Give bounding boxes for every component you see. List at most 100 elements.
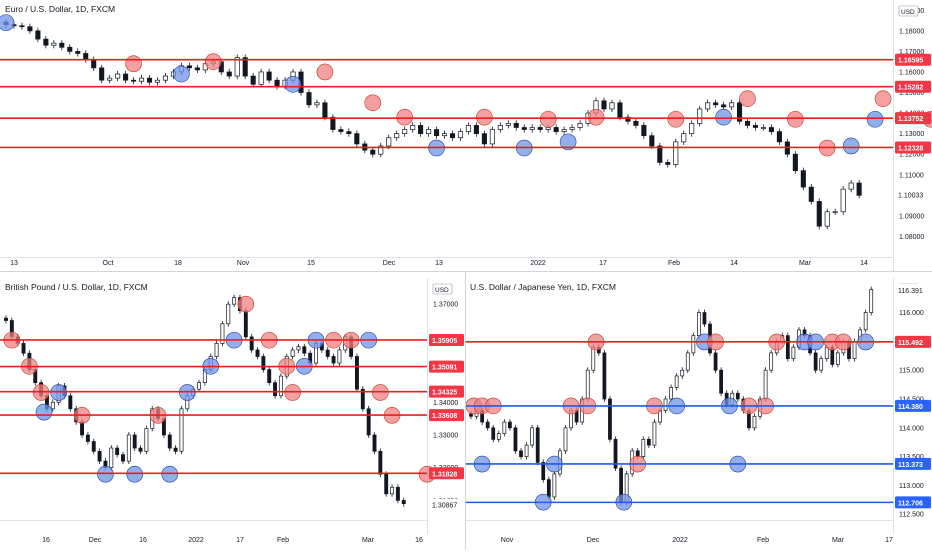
candle-up — [386, 137, 392, 147]
candle-down — [21, 343, 26, 354]
y-tick-label: 1.12000 — [899, 152, 924, 159]
candle-up — [669, 387, 673, 400]
candle-down — [325, 349, 330, 357]
candle-up — [563, 427, 568, 452]
candle-down — [99, 67, 105, 81]
candle-up — [139, 77, 145, 82]
highlight-circle-blue — [35, 403, 53, 421]
x-tick-label: 16 — [139, 537, 147, 544]
level-price-tag — [895, 80, 931, 93]
candle-down — [752, 125, 759, 128]
candle-down — [83, 53, 89, 60]
candle-up — [791, 346, 796, 360]
chart-title: U.S. Dollar / Japanese Yen, 1D, FXCM — [470, 282, 616, 292]
candle-up — [760, 127, 766, 129]
x-tick-label: Dec — [383, 260, 396, 267]
candle-down — [395, 486, 400, 501]
candle-up — [144, 428, 149, 452]
highlight-circle-blue — [842, 137, 860, 155]
candle-up — [179, 408, 184, 452]
currency-label: USD — [435, 287, 449, 294]
candle-down — [43, 38, 49, 46]
candle-down — [513, 427, 518, 452]
x-tick-label: 15 — [307, 260, 315, 267]
candle-up — [609, 102, 615, 110]
candle-up — [673, 141, 679, 165]
level-price-tag — [895, 112, 931, 125]
highlight-circle-red — [364, 94, 382, 112]
candle-down — [617, 102, 623, 118]
candle-up — [869, 289, 874, 313]
candle-down — [768, 127, 774, 132]
candle-up — [496, 433, 501, 440]
level-price-tag — [429, 467, 464, 480]
candle-up — [561, 129, 567, 132]
highlight-circle-blue — [179, 384, 196, 401]
candle-up — [852, 341, 857, 360]
candle-down — [186, 65, 192, 69]
candle-down — [249, 336, 254, 351]
level-price-tag — [895, 496, 931, 509]
candle-down — [641, 125, 647, 137]
last-price-label: 1.10033 — [898, 193, 923, 200]
currency-badge — [432, 283, 453, 295]
gbpusd-chart[interactable]: 1.370001.360001.350001.340001.330001.320… — [0, 278, 464, 544]
candle-down — [541, 462, 546, 481]
candle-down — [138, 447, 143, 452]
level-price-tag — [429, 333, 464, 346]
highlight-circle-red — [284, 384, 301, 401]
x-tick-label: Feb — [757, 537, 769, 544]
candle-down — [27, 26, 33, 32]
candle-down — [97, 450, 102, 462]
candle-up — [663, 398, 668, 411]
level-price-label: 1.13752 — [898, 116, 923, 123]
candle-down — [273, 382, 278, 397]
candle-down — [242, 57, 248, 77]
candle-down — [85, 434, 90, 442]
x-tick-label: 17 — [885, 537, 893, 544]
candle-down — [250, 75, 256, 85]
eurusd-chart[interactable]: 1.190001.180001.170001.160001.150001.140… — [0, 0, 932, 271]
candle-up — [402, 129, 408, 134]
candle-down — [255, 349, 260, 357]
candle-down — [121, 454, 125, 462]
candle-up — [577, 123, 583, 128]
highlight-circle-blue — [866, 110, 884, 128]
usdjpy-chart[interactable]: 116.000115.500115.000114.500114.000113.5… — [465, 278, 931, 544]
candle-down — [785, 335, 790, 360]
candle-up — [390, 486, 395, 495]
y-tick-label: 1.16000 — [899, 69, 924, 76]
candle-up — [502, 421, 507, 434]
candle-down — [736, 102, 743, 122]
level-price-label: 1.35905 — [432, 338, 457, 345]
candle-up — [162, 75, 169, 81]
level-price-label: 1.16595 — [898, 58, 923, 65]
candle-down — [719, 369, 724, 394]
level-price-label: 1.31828 — [432, 471, 457, 478]
candle-down — [267, 369, 272, 383]
candle-down — [75, 51, 81, 54]
chart-title: British Pound / U.S. Dollar, 1D, FXCM — [5, 282, 148, 292]
level-price-label: 113.373 — [898, 462, 923, 469]
candle-down — [469, 413, 473, 417]
candle-up — [109, 447, 114, 469]
candle-down — [330, 116, 336, 130]
highlight-circle-blue — [50, 384, 67, 401]
candle-up — [680, 369, 685, 377]
candle-down — [649, 135, 655, 147]
candle-down — [808, 186, 814, 202]
x-tick-label: 17 — [599, 260, 607, 267]
candle-down — [194, 67, 200, 71]
highlight-circle-red — [372, 384, 389, 401]
candle-up — [763, 369, 768, 400]
currency-badge — [898, 5, 919, 17]
x-tick-label: 2022 — [672, 537, 688, 544]
candle-down — [266, 71, 272, 81]
x-tick-label: Feb — [668, 260, 680, 267]
candle-down — [355, 356, 359, 390]
candle-up — [685, 352, 690, 371]
candle-down — [735, 392, 740, 400]
candle-up — [489, 129, 495, 145]
y-tick-label: 1.33000 — [433, 432, 458, 439]
x-tick-label: Mar — [799, 260, 812, 267]
